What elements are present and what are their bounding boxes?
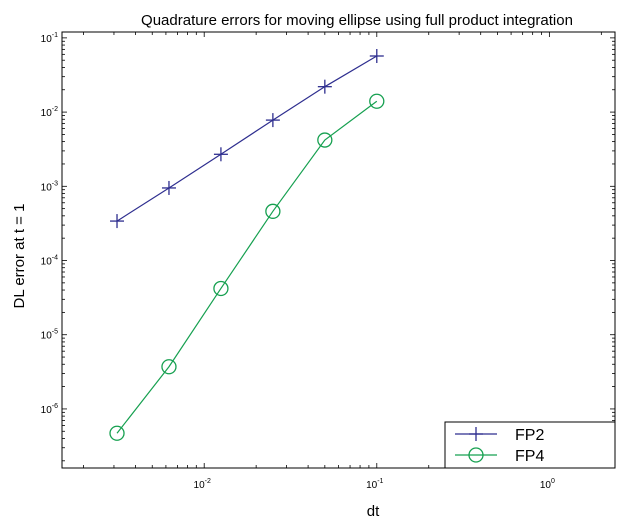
series-fp4 (109, 93, 385, 441)
series-fp2 (110, 48, 384, 229)
y-tick-label: 10-4 (41, 255, 58, 268)
plot-area (61, 31, 616, 469)
data-point-circle (109, 425, 125, 441)
data-point-circle (265, 203, 281, 219)
data-point-plus (161, 180, 176, 195)
data-point-plus (317, 79, 332, 94)
y-axis-label: DL error at t = 1 (11, 204, 28, 309)
data-point-circle (468, 447, 484, 463)
legend-label: FP4 (515, 448, 544, 465)
y-tick-label: 10-1 (41, 32, 58, 45)
y-tick-label: 10-2 (41, 106, 58, 119)
data-point-circle (161, 359, 177, 375)
data-point-plus (469, 427, 483, 441)
y-tick-label: 10-3 (41, 180, 58, 193)
data-point-circle (213, 280, 229, 297)
legend-box (444, 421, 616, 469)
data-point-plus (110, 214, 125, 229)
plot-border (61, 31, 616, 469)
data-point-plus (369, 48, 384, 63)
y-tick-label: 10-5 (41, 329, 58, 342)
series-line (116, 100, 378, 434)
x-tick-label: 10-2 (194, 478, 211, 491)
y-axis: 10-6 10-5 10-4 10-3 10-2 10-1 (41, 32, 615, 462)
data-point-circle (369, 93, 385, 109)
legend-label: FP2 (515, 427, 544, 444)
x-tick-label: 100 (540, 478, 555, 491)
chart-title: Quadrature errors for moving ellipse usi… (141, 12, 573, 29)
data-point-circle (317, 132, 333, 148)
x-tick-label: 10-1 (366, 478, 383, 491)
data-point-plus (265, 113, 280, 128)
series-line (116, 55, 378, 222)
series-layer (109, 48, 385, 441)
legend-item: FP2 (455, 427, 544, 444)
y-tick-label: 10-6 (41, 403, 58, 416)
data-point-plus (213, 147, 228, 162)
x-axis-label: dt (367, 503, 380, 520)
legend-item: FP4 (455, 447, 544, 465)
